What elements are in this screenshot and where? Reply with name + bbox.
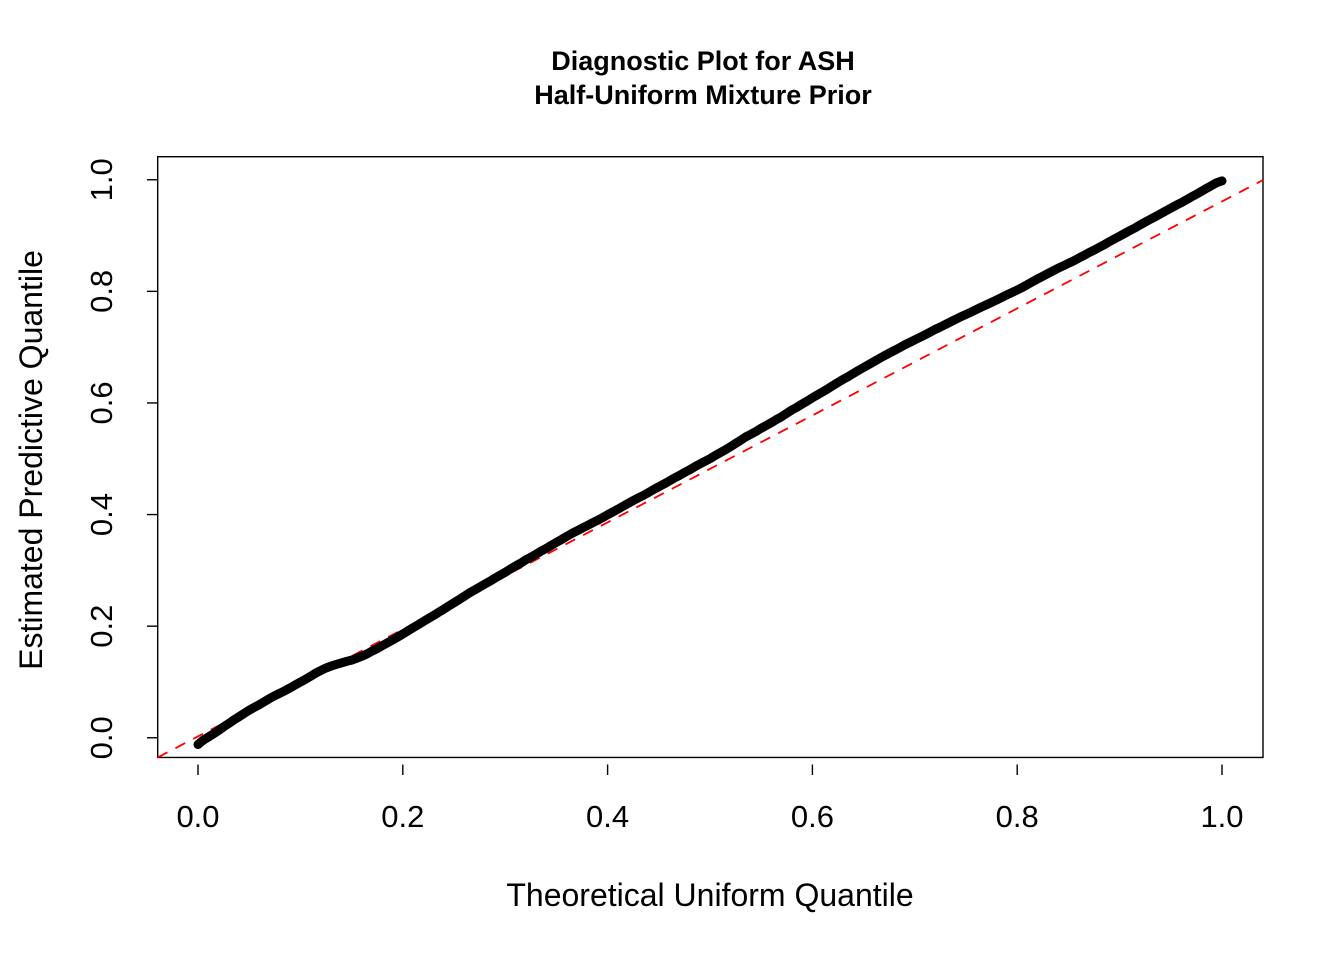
svg-text:1.0: 1.0 bbox=[1200, 799, 1243, 834]
svg-text:0.4: 0.4 bbox=[84, 493, 119, 536]
svg-text:0.6: 0.6 bbox=[84, 381, 119, 424]
svg-text:Diagnostic Plot for ASH: Diagnostic Plot for ASH bbox=[551, 46, 855, 76]
svg-text:0.8: 0.8 bbox=[84, 270, 119, 313]
svg-text:1.0: 1.0 bbox=[84, 158, 119, 201]
svg-text:0.0: 0.0 bbox=[176, 799, 219, 834]
svg-text:0.0: 0.0 bbox=[84, 716, 119, 759]
svg-text:0.2: 0.2 bbox=[381, 799, 424, 834]
svg-text:0.8: 0.8 bbox=[996, 799, 1039, 834]
svg-text:0.2: 0.2 bbox=[84, 605, 119, 648]
svg-text:0.6: 0.6 bbox=[791, 799, 834, 834]
svg-text:Estimated Predictive Quantile: Estimated Predictive Quantile bbox=[13, 250, 49, 670]
svg-text:0.4: 0.4 bbox=[586, 799, 629, 834]
svg-text:Half-Uniform Mixture Prior: Half-Uniform Mixture Prior bbox=[534, 80, 872, 110]
svg-text:Theoretical Uniform Quantile: Theoretical Uniform Quantile bbox=[506, 877, 913, 913]
